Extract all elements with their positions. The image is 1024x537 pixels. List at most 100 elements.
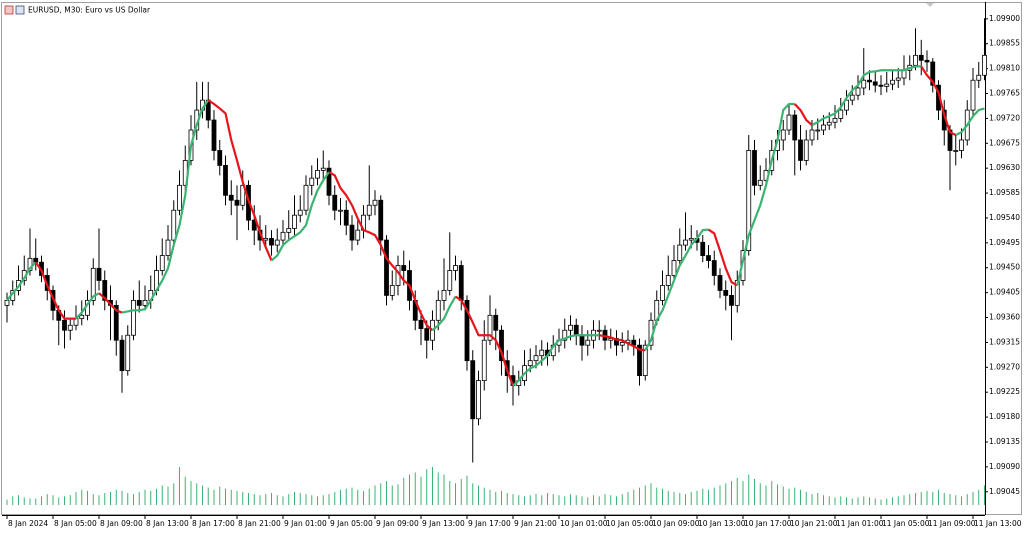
- candle-body: [251, 219, 257, 231]
- candle-body: [458, 265, 464, 301]
- candle-body: [918, 54, 924, 61]
- candle-body: [798, 139, 803, 161]
- candle-body: [67, 324, 73, 331]
- candle-body: [844, 99, 849, 111]
- candle-body: [752, 150, 757, 186]
- candle-body: [683, 239, 688, 246]
- candle-body: [499, 329, 504, 362]
- candle-body: [832, 117, 838, 123]
- moving-average: [707, 228, 738, 287]
- candle-body: [803, 139, 809, 161]
- candle-body: [711, 260, 717, 276]
- candle-body: [637, 344, 642, 377]
- x-tick-label: 8 Jan 13:00: [146, 519, 189, 528]
- candle-body: [930, 61, 936, 86]
- y-tick-label: 1.09450: [989, 263, 1020, 272]
- candle-body: [953, 150, 959, 152]
- moving-average: [793, 103, 813, 126]
- candle-body: [338, 209, 343, 212]
- candle-body: [982, 54, 987, 76]
- moving-average: [736, 102, 795, 286]
- candle-body: [113, 304, 119, 341]
- candle-body: [826, 121, 832, 126]
- candle-body: [821, 124, 826, 131]
- y-tick-label: 1.09090: [989, 462, 1020, 471]
- moving-average: [98, 292, 123, 314]
- candle-body: [4, 299, 10, 306]
- candle-body: [343, 209, 349, 226]
- candle-body: [562, 329, 568, 341]
- y-tick-label: 1.09675: [989, 138, 1020, 147]
- candle-body: [487, 314, 493, 341]
- candle-body: [706, 255, 711, 261]
- candle-body: [263, 238, 269, 241]
- candle-body: [671, 260, 677, 276]
- candle-body: [96, 267, 102, 281]
- x-tick-label: 10 Jan 05:00: [606, 519, 654, 528]
- candle-body: [435, 299, 441, 321]
- y-tick-label: 1.09405: [989, 288, 1020, 297]
- candle-body: [596, 329, 602, 332]
- candle-body: [441, 290, 447, 301]
- window-icon: [4, 5, 14, 15]
- candle-body: [976, 74, 982, 81]
- moving-average: [920, 65, 957, 136]
- candle-body: [315, 169, 320, 179]
- candle-body: [815, 129, 821, 132]
- candle-body: [890, 79, 895, 85]
- x-tick-label: 10 Jan 09:00: [652, 519, 700, 528]
- candle-body: [223, 165, 228, 196]
- x-tick-label: 10 Jan 13:00: [698, 519, 746, 528]
- moving-average: [207, 99, 273, 261]
- x-tick-label: 8 Jan 17:00: [192, 519, 235, 528]
- candle-body: [424, 328, 430, 341]
- candle-body: [136, 299, 142, 306]
- x-tick-label: 8 Jan 05:00: [54, 519, 97, 528]
- x-tick-label: 8 Jan 21:00: [238, 519, 281, 528]
- y-tick-label: 1.09135: [989, 437, 1020, 446]
- candle-body: [533, 355, 539, 362]
- candle-body: [389, 285, 395, 296]
- candle-body: [447, 270, 453, 291]
- y-tick-label: 1.09270: [989, 362, 1020, 371]
- candle-body: [493, 314, 499, 331]
- x-tick-label: 11 Jan 09:00: [928, 519, 976, 528]
- candle-body: [418, 319, 424, 329]
- candle-body: [677, 244, 683, 261]
- candle-body: [372, 199, 378, 206]
- candle-body: [568, 324, 573, 331]
- y-tick-label: 1.09765: [989, 89, 1020, 98]
- candle-body: [177, 184, 182, 211]
- x-tick-label: 9 Jan 09:00: [376, 519, 419, 528]
- candle-body: [481, 339, 487, 381]
- moving-average: [75, 292, 100, 320]
- candle-body: [90, 267, 96, 301]
- y-tick-label: 1.09045: [989, 487, 1020, 496]
- candle-body: [849, 94, 855, 101]
- candle-body: [159, 255, 165, 271]
- candle-body: [171, 209, 177, 241]
- moving-average: [270, 171, 330, 262]
- candle-body: [274, 239, 280, 246]
- candle-body: [470, 360, 476, 420]
- candle-body: [292, 214, 297, 229]
- candle-body: [33, 257, 39, 263]
- x-tick-label: 11 Jan 13:00: [974, 519, 1022, 528]
- candle-body: [780, 129, 786, 141]
- chart-title: EURUSD, M30: Euro vs US Dollar: [28, 6, 151, 15]
- candle-body: [872, 81, 878, 86]
- y-tick-label: 1.09630: [989, 163, 1020, 172]
- candle-body: [688, 238, 694, 241]
- candle-body: [861, 79, 867, 89]
- candle-body: [642, 344, 648, 377]
- candle-body: [924, 59, 930, 63]
- candle-body: [786, 114, 792, 131]
- candle-body: [579, 334, 585, 346]
- y-tick-label: 1.09180: [989, 412, 1020, 421]
- candle-body: [332, 194, 338, 211]
- y-tick-label: 1.09900: [989, 14, 1020, 23]
- candle-body: [729, 295, 734, 306]
- candle-body: [527, 360, 533, 367]
- candle-body: [959, 139, 964, 151]
